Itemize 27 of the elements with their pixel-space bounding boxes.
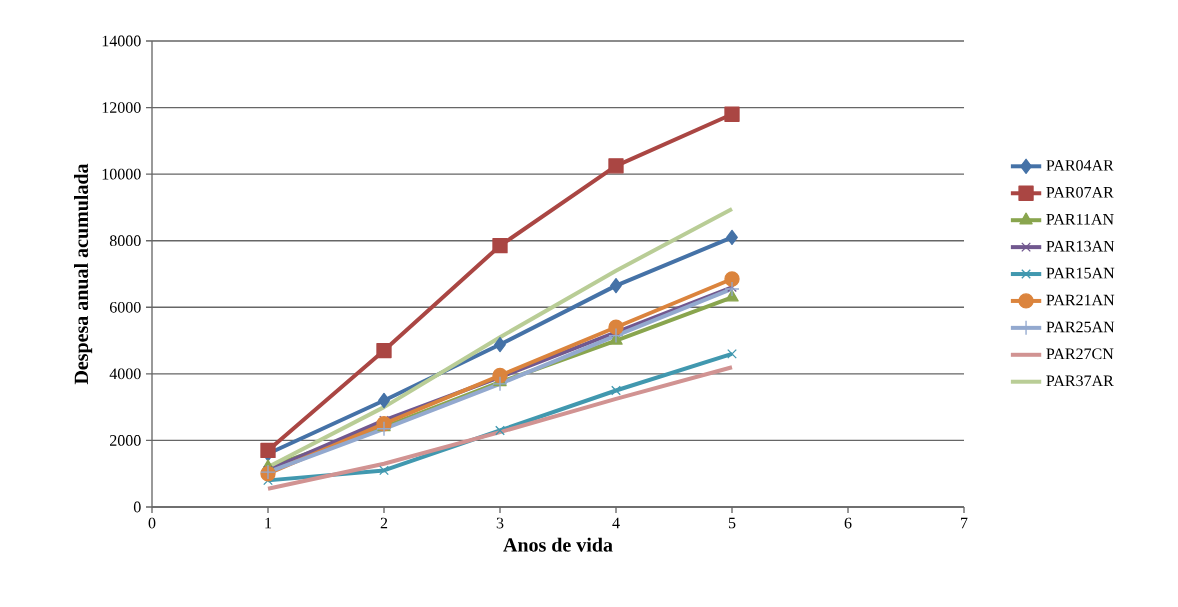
- legend-label: PAR07AR: [1046, 186, 1114, 198]
- legend-label: PAR25AN: [1046, 321, 1115, 333]
- y-tick-label: 14000: [102, 35, 141, 47]
- x-tick-label: 2: [380, 517, 388, 529]
- legend-label: PAR04AR: [1046, 159, 1114, 171]
- y-tick-label: 6000: [109, 301, 141, 313]
- y-tick-label: 2000: [110, 435, 141, 446]
- x-tick-label: 7: [961, 517, 968, 529]
- legend-label: PAR37AR: [1046, 375, 1114, 387]
- y-tick-label: 4000: [109, 368, 141, 380]
- x-tick-label: 4: [612, 517, 620, 529]
- legend-label: PAR27CN: [1046, 348, 1114, 360]
- y-axis-title: Despesa anual acumulada: [74, 163, 93, 385]
- legend-label: PAR13AN: [1046, 240, 1115, 252]
- y-tick-label: 0: [133, 501, 141, 513]
- y-tick-label: 8000: [109, 235, 141, 247]
- y-tick-label: 12000: [102, 102, 141, 113]
- legend-label: PAR11AN: [1046, 213, 1114, 225]
- x-axis-title: Anos de vida: [503, 537, 613, 552]
- legend-label: PAR21AN: [1046, 294, 1115, 306]
- legend-label: PAR15AN: [1046, 267, 1115, 279]
- x-tick-label: 6: [844, 517, 852, 529]
- x-tick-label: 0: [148, 517, 156, 529]
- x-tick-label: 3: [496, 517, 504, 529]
- x-tick-label: 5: [728, 517, 736, 529]
- x-tick-label: 1: [265, 517, 272, 529]
- y-tick-label: 10000: [102, 168, 141, 180]
